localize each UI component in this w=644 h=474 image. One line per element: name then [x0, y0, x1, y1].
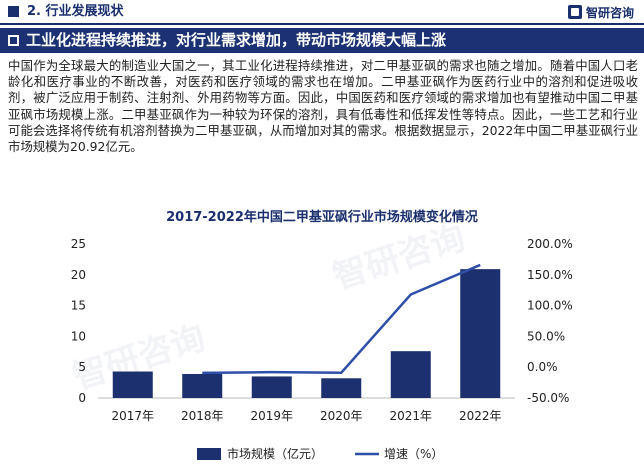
legend-item-market-size: 市场规模（亿元）: [227, 446, 323, 461]
y-right-tick-label: 50.0%: [527, 329, 565, 343]
brand-logo: 智研咨询: [567, 4, 634, 20]
line-series: [202, 263, 481, 375]
x-tick-label: 2020年: [320, 409, 363, 423]
brand-logo-icon: [567, 5, 582, 19]
bar: [251, 376, 292, 398]
section-title: 2. 行业发展现状: [27, 4, 124, 19]
x-axis: 2017年 2018年 2019年 2020年 2021年 2022年: [111, 409, 501, 423]
brand-logo-text: 智研咨询: [585, 5, 634, 20]
bar: [460, 269, 501, 398]
top-bar: 2. 行业发展现状 智研咨询: [0, 0, 644, 25]
y-right-tick-label: 150.0%: [527, 268, 573, 282]
growth-rate-line: [202, 263, 481, 375]
y-left-tick-label: 5: [78, 360, 86, 374]
y-left-tick-label: 10: [71, 329, 86, 343]
chart-legend: 市场规模（亿元） 增速（%）: [197, 446, 443, 461]
y-left-tick-label: 15: [71, 299, 86, 313]
bar: [112, 371, 153, 398]
chart-title: 2017-2022年中国二甲基亚砜行业市场规模变化情况: [166, 209, 478, 225]
top-divider: [0, 23, 644, 25]
bar: [390, 351, 431, 398]
banner-square-icon: [8, 35, 19, 46]
y-axis-left: 0 5 10 15 20 25: [71, 237, 86, 405]
x-tick-label: 2019年: [250, 409, 293, 423]
bar: [182, 373, 223, 398]
section-square-icon: [8, 6, 19, 17]
y-right-tick-label: -50.0%: [527, 391, 569, 405]
x-tick-label: 2017年: [111, 409, 154, 423]
legend-bar-swatch: [197, 448, 221, 460]
body-paragraph: 中国作为全球最大的制造业大国之一，其工业化进程持续推进，对二甲基亚砜的需求也随之…: [8, 58, 638, 155]
headline-title: 工业化进程持续推进，对行业需求增加，带动市场规模大幅上涨: [26, 31, 447, 49]
bar: [321, 378, 362, 398]
y-right-tick-label: 100.0%: [527, 299, 573, 313]
x-tick-label: 2022年: [459, 409, 502, 423]
y-right-tick-label: 0.0%: [527, 360, 558, 374]
legend-item-growth-rate: 增速（%）: [384, 447, 443, 461]
x-tick-label: 2021年: [389, 409, 432, 423]
y-axis-right: -50.0% 0.0% 50.0% 100.0% 150.0% 200.0%: [527, 237, 573, 405]
bar-series: [112, 269, 501, 398]
x-tick-label: 2018年: [181, 409, 224, 423]
y-left-tick-label: 20: [71, 268, 86, 282]
y-right-tick-label: 200.0%: [527, 237, 573, 251]
y-left-tick-label: 25: [71, 237, 86, 251]
y-left-tick-label: 0: [78, 391, 86, 405]
headline-banner: 工业化进程持续推进，对行业需求增加，带动市场规模大幅上涨: [0, 28, 644, 53]
market-size-chart: 2017-2022年中国二甲基亚砜行业市场规模变化情况 0 5 10 15 20 25 -…: [71, 209, 573, 461]
